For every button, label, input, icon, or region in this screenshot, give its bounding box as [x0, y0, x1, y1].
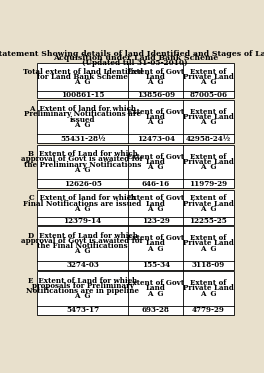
Text: A  G: A G [148, 163, 164, 171]
Bar [37, 63, 233, 98]
Text: 155-34: 155-34 [142, 261, 170, 269]
Text: 100861-15: 100861-15 [61, 91, 104, 98]
Text: issued: issued [70, 116, 95, 123]
Text: approval of Govt is awaited for: approval of Govt is awaited for [21, 237, 144, 245]
Text: 12473-04: 12473-04 [137, 135, 175, 143]
Bar [37, 63, 233, 98]
Text: Extent of: Extent of [190, 279, 227, 287]
Text: A  G: A G [148, 118, 164, 126]
Text: A  G: A G [148, 289, 164, 298]
Bar [37, 145, 233, 188]
Text: for Land Bank Scheme: for Land Bank Scheme [37, 73, 128, 81]
Text: A  G: A G [74, 205, 91, 213]
Text: 123-29: 123-29 [142, 217, 170, 225]
Text: Notifications are in pipeline: Notifications are in pipeline [26, 287, 139, 295]
Text: Private Land: Private Land [183, 284, 234, 292]
Text: A  G: A G [74, 166, 91, 174]
Text: 13856-09: 13856-09 [137, 91, 175, 98]
Text: proposals for Preliminary: proposals for Preliminary [32, 282, 134, 290]
Text: 55431-28½: 55431-28½ [60, 135, 105, 143]
Text: Private Land: Private Land [183, 158, 234, 166]
Text: (Updated till 31-05-2010): (Updated till 31-05-2010) [82, 59, 188, 66]
Text: A  G: A G [200, 118, 217, 126]
Text: Preliminary Notifications are: Preliminary Notifications are [24, 110, 141, 118]
Text: Extent of: Extent of [190, 153, 227, 161]
Text: Acquisition under Land Bank Scheme: Acquisition under Land Bank Scheme [53, 54, 218, 62]
Text: Extent of Govt: Extent of Govt [127, 108, 184, 116]
Text: E  Extent of Land for which: E Extent of Land for which [28, 277, 137, 285]
Text: Land: Land [146, 200, 166, 208]
Text: A  G: A G [148, 245, 164, 253]
Text: Land: Land [146, 113, 166, 121]
Text: A  G: A G [148, 78, 164, 87]
Text: D  Extent of Land for which: D Extent of Land for which [28, 232, 138, 239]
Text: Extent of Govt: Extent of Govt [127, 194, 184, 203]
Text: A  G: A G [200, 163, 217, 171]
Text: Private Land: Private Land [183, 73, 234, 81]
Text: Extent of Govt: Extent of Govt [127, 279, 184, 287]
Text: Extent of Govt: Extent of Govt [127, 68, 184, 76]
Bar [37, 145, 233, 188]
Bar [37, 190, 233, 225]
Text: A  G: A G [200, 289, 217, 298]
Text: 12379-14: 12379-14 [64, 217, 102, 225]
Text: A  G: A G [200, 78, 217, 87]
Text: Land: Land [146, 284, 166, 292]
Bar [37, 190, 233, 225]
Text: Extent of Govt: Extent of Govt [127, 234, 184, 242]
Text: Extent of: Extent of [190, 234, 227, 242]
Text: A  G: A G [74, 78, 91, 87]
Text: Statement Showing details of land Identified and Stages of Land: Statement Showing details of land Identi… [0, 50, 264, 58]
Text: C  Extent of land for which: C Extent of land for which [29, 194, 136, 203]
Text: Private Land: Private Land [183, 239, 234, 247]
Text: Private Land: Private Land [183, 200, 234, 208]
Bar [37, 100, 233, 143]
Text: 693-28: 693-28 [142, 306, 170, 314]
Bar [37, 100, 233, 143]
Text: Extent of Govt: Extent of Govt [127, 153, 184, 161]
Text: 4779-29: 4779-29 [192, 306, 225, 314]
Text: A  G: A G [148, 205, 164, 213]
Text: 5473-17: 5473-17 [66, 306, 99, 314]
Text: 87005-06: 87005-06 [190, 91, 228, 98]
Text: A  G: A G [200, 245, 217, 253]
Bar [37, 271, 233, 315]
Text: 12255-25: 12255-25 [190, 217, 227, 225]
Text: Total extent of land Identified: Total extent of land Identified [22, 68, 143, 76]
Text: 12626-05: 12626-05 [64, 180, 102, 188]
Text: the Final Notifications: the Final Notifications [37, 242, 128, 250]
Text: A  G: A G [74, 292, 91, 300]
Text: Extent of: Extent of [190, 68, 227, 76]
Text: Extent of: Extent of [190, 108, 227, 116]
Text: 646-16: 646-16 [142, 180, 170, 188]
Bar [37, 271, 233, 315]
Text: 42958-24½: 42958-24½ [186, 135, 231, 143]
Text: the Preliminary Notifications: the Preliminary Notifications [24, 160, 141, 169]
Bar [37, 226, 233, 270]
Text: 3118-09: 3118-09 [192, 261, 225, 269]
Text: Land: Land [146, 158, 166, 166]
Text: A  Extent of land for which: A Extent of land for which [29, 105, 136, 113]
Text: A  G: A G [74, 247, 91, 255]
Text: 3274-03: 3274-03 [66, 261, 99, 269]
Text: 11979-29: 11979-29 [189, 180, 228, 188]
Text: Land: Land [146, 239, 166, 247]
Text: approval of Govt is awaited for: approval of Govt is awaited for [21, 156, 144, 163]
Text: Final Notifications are issued: Final Notifications are issued [23, 200, 142, 208]
Text: B  Extent of Land for which: B Extent of Land for which [28, 150, 138, 158]
Text: A  G: A G [200, 205, 217, 213]
Text: Extent of: Extent of [190, 194, 227, 203]
Bar [37, 226, 233, 270]
Text: Land: Land [146, 73, 166, 81]
Text: A  G: A G [74, 121, 91, 129]
Text: Private Land: Private Land [183, 113, 234, 121]
